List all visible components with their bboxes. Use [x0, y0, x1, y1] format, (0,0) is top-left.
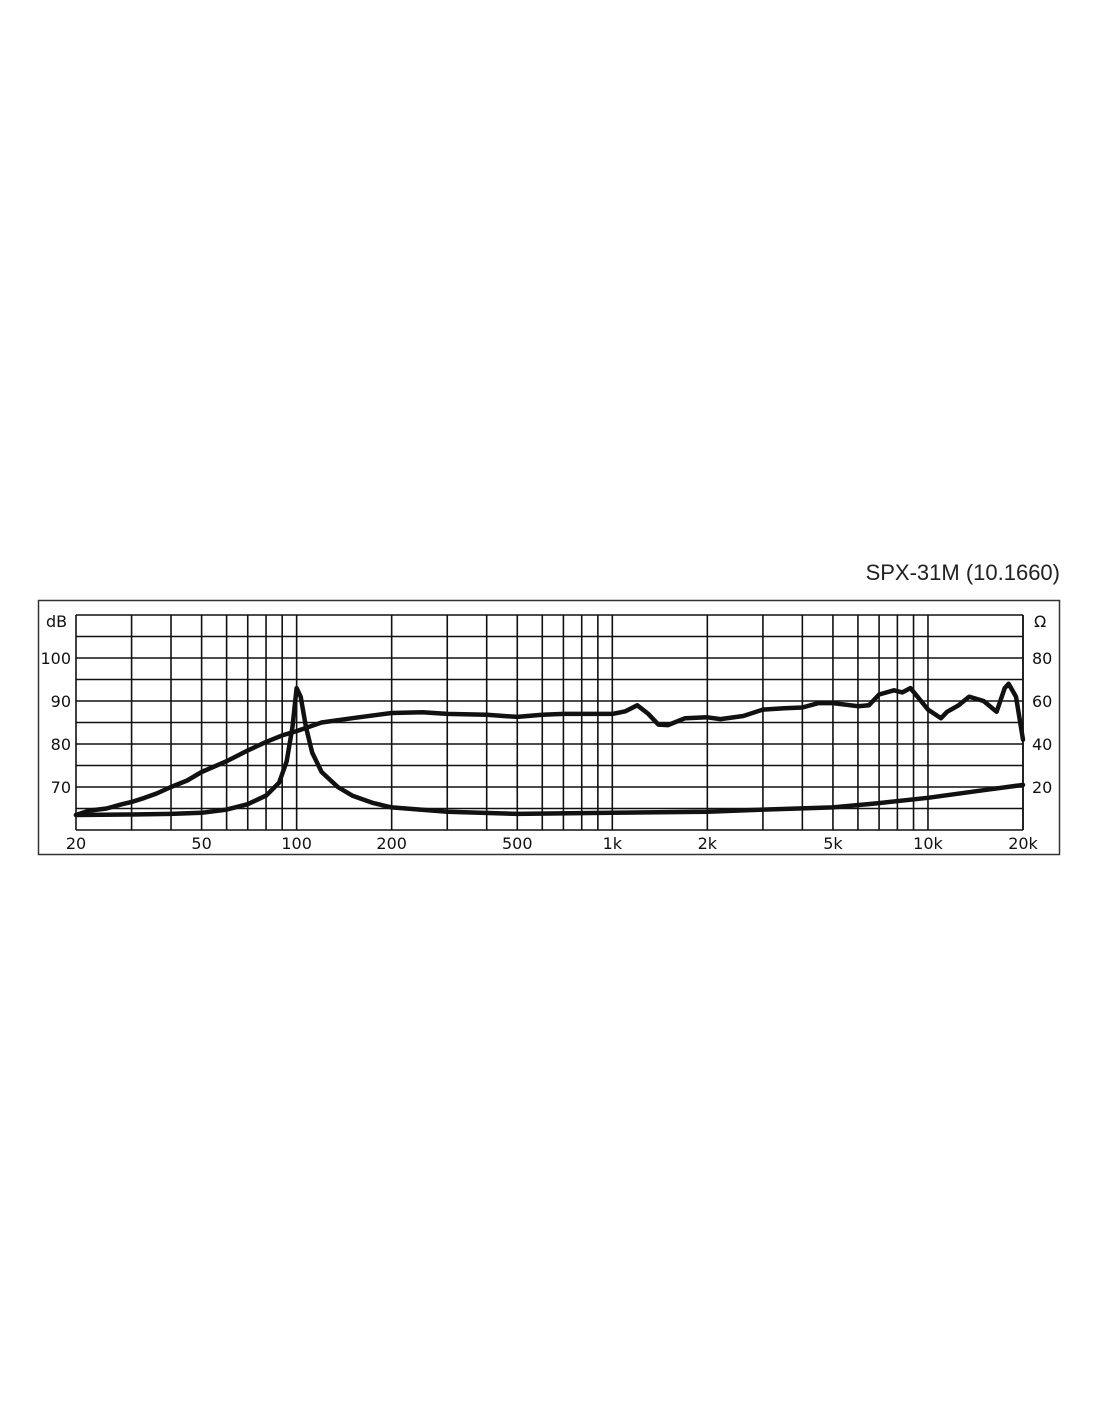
y-left-tick-label: 100: [40, 649, 71, 668]
y-left-tick-label: 90: [51, 692, 71, 711]
x-tick-label: 10k: [913, 834, 943, 853]
x-tick-label: 2k: [698, 834, 718, 853]
y-left-tick-label: 80: [51, 735, 71, 754]
y-right-tick-label: 60: [1032, 692, 1052, 711]
chart-title: SPX-31M (10.1660): [865, 560, 1060, 585]
y-right-axis-label: Ω: [1034, 612, 1046, 631]
y-right-tick-label: 40: [1032, 735, 1052, 754]
x-tick-label: 50: [191, 834, 211, 853]
y-left-tick-label: 70: [51, 778, 71, 797]
x-tick-label: 200: [376, 834, 407, 853]
x-tick-label: 20: [66, 834, 86, 853]
y-left-axis-label: dB: [46, 612, 67, 631]
spl-curve: [73, 681, 1026, 818]
x-tick-label: 20k: [1008, 834, 1038, 853]
x-tick-label: 5k: [823, 834, 843, 853]
chart-frame: [37, 599, 1061, 856]
y-right-tick-label: 80: [1032, 649, 1052, 668]
y-right-tick-label: 20: [1032, 778, 1052, 797]
x-tick-label: 500: [502, 834, 533, 853]
impedance-curve: [73, 685, 1026, 818]
x-tick-label: 100: [281, 834, 312, 853]
x-tick-label: 1k: [603, 834, 623, 853]
